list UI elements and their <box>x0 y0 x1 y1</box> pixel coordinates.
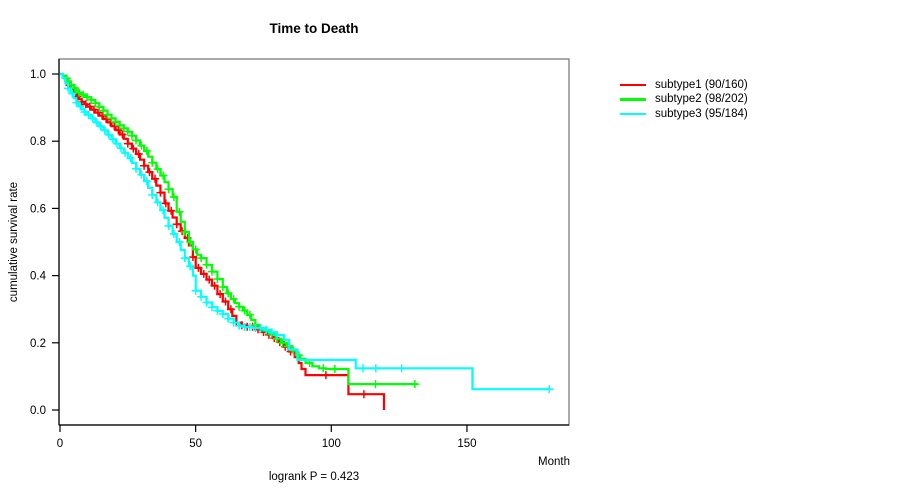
chart-title: Time to Death <box>269 21 359 36</box>
legend-item-subtype3: subtype3 (95/184) <box>620 107 748 121</box>
plot-frame <box>58 58 570 426</box>
legend-line-swatch-subtype3 <box>620 112 646 115</box>
y-tick-label: 0.0 <box>30 405 46 417</box>
logrank-pvalue-annotation: logrank P = 0.423 <box>268 471 360 483</box>
legend-item-subtype2: subtype2 (98/202) <box>620 92 748 106</box>
x-axis-label: Month <box>538 456 570 468</box>
y-tick-label: 0.6 <box>30 203 46 215</box>
survival-curve-subtype3 <box>60 72 551 391</box>
legend: subtype1 (90/160) subtype2 (98/202) subt… <box>620 78 748 121</box>
legend-label-subtype1: subtype1 (90/160) <box>655 79 748 92</box>
survival-curve-subtype2 <box>60 72 417 386</box>
legend-label-subtype3: subtype3 (95/184) <box>655 107 748 120</box>
legend-item-subtype1: subtype1 (90/160) <box>620 78 748 92</box>
y-tick-label: 0.2 <box>30 338 46 350</box>
censor-marks-subtype2 <box>62 74 419 389</box>
legend-line-swatch-subtype2 <box>620 98 646 101</box>
y-tick-label: 0.8 <box>30 136 46 148</box>
x-tick-label: 0 <box>57 438 63 450</box>
legend-line-swatch-subtype1 <box>620 84 646 87</box>
censor-marks-subtype3 <box>64 84 554 394</box>
legend-label-subtype2: subtype2 (98/202) <box>655 93 748 106</box>
y-tick-label: 0.4 <box>30 271 47 283</box>
x-tick-label: 50 <box>189 438 202 450</box>
censor-marks-subtype1 <box>65 81 368 399</box>
x-tick-label: 150 <box>457 438 476 450</box>
y-tick-label: 1.0 <box>30 69 46 81</box>
y-axis-label: cumulative survival rate <box>8 181 20 303</box>
x-tick-label: 100 <box>322 438 341 450</box>
